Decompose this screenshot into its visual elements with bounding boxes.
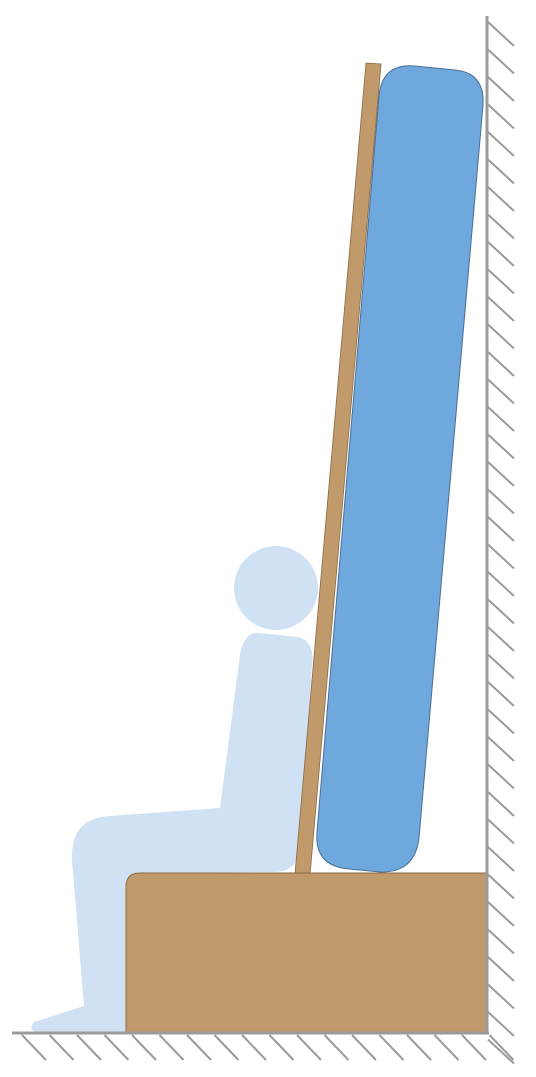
person-head — [234, 546, 318, 630]
wall-hatch-line-15 — [487, 433, 515, 460]
wall-hatch-line-7 — [487, 213, 515, 240]
seated-person-icon — [31, 546, 318, 1032]
wall-hatch-line-21 — [487, 598, 515, 625]
wall-hatch-line-4 — [487, 131, 515, 157]
person-body — [31, 632, 313, 1032]
wall-hatch-line-33 — [487, 928, 515, 955]
ground-hatch-line-13 — [378, 1034, 405, 1061]
ground-hatch-line-2 — [76, 1034, 102, 1061]
ground-hatch-line-5 — [158, 1034, 185, 1061]
ground-hatch-line-3 — [103, 1034, 130, 1061]
seat-box-icon — [125, 872, 487, 1033]
wall-hatch-line-23 — [487, 653, 515, 680]
ground-hatch-line-12 — [351, 1034, 377, 1061]
ground-hatch-line-1 — [48, 1034, 75, 1061]
ground-hatch-pattern — [21, 1034, 515, 1061]
wall-hatch-line-16 — [487, 461, 515, 487]
ground-hatch-line-14 — [406, 1034, 432, 1061]
wall-hatch-line-26 — [487, 736, 515, 762]
wall-hatch-line-18 — [487, 516, 515, 542]
ground-hatch-line-10 — [296, 1034, 322, 1061]
wall-hatch-line-8 — [487, 241, 515, 267]
wall-hatch-line-37 — [487, 1038, 515, 1065]
ground-hatch-line-4 — [131, 1034, 157, 1061]
wall-hatch-line-12 — [487, 351, 515, 377]
ground-hatch-line-11 — [323, 1034, 350, 1061]
ground-hatch-line-15 — [433, 1034, 460, 1061]
wall-hatch-line-13 — [487, 378, 515, 405]
ground-hatch-line-16 — [461, 1034, 487, 1061]
wall-hatch-pattern — [487, 21, 515, 1065]
wall-hatch-line-9 — [487, 268, 515, 295]
wall-hatch-line-28 — [487, 791, 515, 817]
wall-hatch-line-31 — [487, 873, 515, 900]
wall-hatch-line-11 — [487, 323, 515, 350]
wall-hatch-line-36 — [487, 1011, 515, 1037]
wall-hatch-line-20 — [487, 571, 515, 597]
wall-hatch-line-35 — [487, 983, 515, 1010]
wall-hatch-line-5 — [487, 158, 515, 185]
ground-hatch-line-6 — [186, 1034, 212, 1061]
wall-hatch-line-29 — [487, 818, 515, 845]
ground-hatch-line-7 — [213, 1034, 240, 1061]
ground-hatch-line-8 — [241, 1034, 267, 1061]
wall-hatch-line-34 — [487, 956, 515, 982]
wall-hatch-line-2 — [487, 76, 515, 102]
wall-hatch-line-27 — [487, 763, 515, 790]
wall-hatch-line-10 — [487, 296, 515, 322]
ground-hatch-line-9 — [268, 1034, 295, 1061]
wall-hatch-line-1 — [487, 48, 515, 75]
wall-hatch-line-14 — [487, 406, 515, 432]
wall-hatch-line-17 — [487, 488, 515, 515]
wall-hatch-line-30 — [487, 846, 515, 872]
wall-hatch-line-22 — [487, 626, 515, 652]
wall-hatch-line-19 — [487, 543, 515, 570]
wall-hatch-line-6 — [487, 186, 515, 212]
wall-hatch-line-25 — [487, 708, 515, 735]
wall-hatch-line-24 — [487, 681, 515, 707]
wall-hatch-line-3 — [487, 103, 515, 130]
ground-hatch-line-0 — [21, 1034, 47, 1061]
wall-hatch-line-0 — [487, 21, 515, 47]
ground-hatch-line-17 — [488, 1034, 515, 1061]
tall-cushion-icon — [316, 65, 484, 873]
wall-hatch-line-32 — [487, 901, 515, 927]
